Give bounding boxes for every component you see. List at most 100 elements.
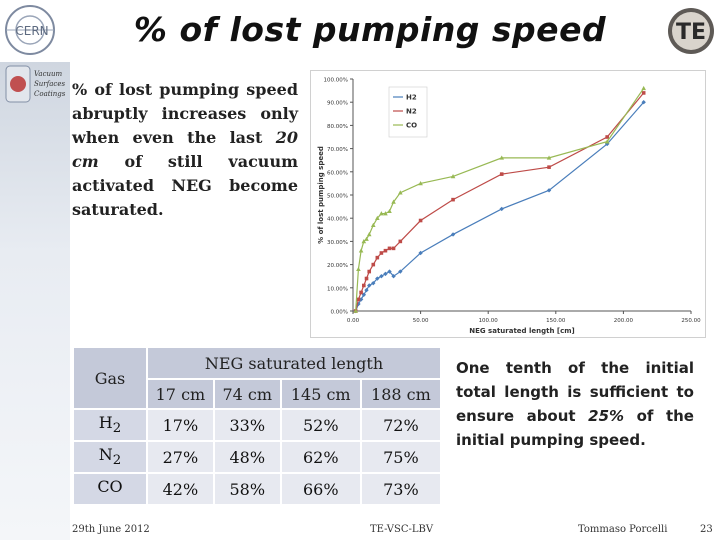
data-point xyxy=(370,222,376,227)
y-tick-label: 50.00% xyxy=(327,194,348,200)
results-table-container: Gas NEG saturated length 17 cm 74 cm 145… xyxy=(72,346,440,506)
data-point xyxy=(499,206,504,212)
summary-text-part2: of the initial pumping speed. xyxy=(456,407,694,449)
data-point xyxy=(383,271,388,277)
data-point xyxy=(383,248,388,253)
table-cell: 73% xyxy=(361,474,440,504)
data-point xyxy=(356,297,361,302)
x-tick-label: 250.00 xyxy=(681,318,701,324)
table-row: N2 27% 48% 62% 75% xyxy=(74,442,440,472)
footer-page-number: 23 xyxy=(700,524,713,535)
data-point xyxy=(418,250,423,256)
table-cell: 62% xyxy=(281,442,360,472)
data-point xyxy=(398,269,403,274)
footer-department: TE-VSC-LBV xyxy=(370,524,434,535)
vacuum-surfaces-coatings-logo-icon: Vacuum Surfaces Coatings xyxy=(5,65,66,103)
svg-text:Surfaces: Surfaces xyxy=(34,80,65,88)
table-header-length: 145 cm xyxy=(281,380,360,408)
data-point xyxy=(450,174,456,179)
te-logo-icon: TE xyxy=(668,8,714,54)
y-tick-label: 90.00% xyxy=(327,101,348,107)
data-point xyxy=(547,165,551,169)
data-point xyxy=(383,211,388,216)
table-cell: 72% xyxy=(361,410,440,440)
data-point xyxy=(391,199,396,204)
intro-text-part2: of still vacuum activated NEG become sat… xyxy=(72,152,298,219)
table-cell: 58% xyxy=(214,474,280,504)
table-cell: 66% xyxy=(281,474,360,504)
gas-symbol: CO xyxy=(97,477,123,497)
data-point xyxy=(605,135,609,139)
pumping-speed-chart-svg: 0.00% 10.00% 20.00% 30.00% 40.00% 50.00% 60.00… xyxy=(317,78,701,336)
table-header-length: 188 cm xyxy=(361,380,440,408)
y-tick-label: 40.00% xyxy=(327,217,348,223)
data-point xyxy=(375,255,380,260)
data-point xyxy=(353,308,359,313)
legend-label: N2 xyxy=(406,108,417,116)
y-tick-label: 0.00% xyxy=(331,310,348,316)
pumping-speed-chart: 0.00% 10.00% 20.00% 30.00% 40.00% 50.00% 60.00… xyxy=(310,70,706,338)
x-tick-label: 150.00 xyxy=(546,318,566,324)
data-point xyxy=(366,232,372,237)
legend-label: H2 xyxy=(406,94,417,102)
data-point xyxy=(387,269,392,274)
table-header-gas: Gas xyxy=(74,348,146,408)
data-point xyxy=(364,236,369,241)
gas-subscript: 2 xyxy=(112,421,122,437)
table-row: H2 17% 33% 52% 72% xyxy=(74,410,440,440)
data-point xyxy=(358,248,364,253)
summary-text-part1: One tenth of the initial total length is… xyxy=(456,359,694,425)
data-point xyxy=(379,251,384,255)
data-point xyxy=(367,269,372,274)
data-point xyxy=(387,246,392,251)
table-cell: 27% xyxy=(148,442,213,472)
gas-symbol: H xyxy=(98,413,113,433)
data-point xyxy=(418,218,423,223)
y-tick-label: 80.00% xyxy=(327,124,348,130)
y-tick-label: 70.00% xyxy=(327,147,348,153)
y-tick-label: 100.00% xyxy=(324,78,348,84)
page-title: % of lost pumping speed xyxy=(133,10,607,49)
data-point xyxy=(391,274,396,279)
y-tick-label: 10.00% xyxy=(327,286,348,292)
intro-text-part1: % of lost pumping speed abruptly increas… xyxy=(72,80,298,147)
data-point xyxy=(371,280,376,286)
data-point xyxy=(418,181,423,186)
x-tick-label: 50.00 xyxy=(413,318,429,324)
data-point xyxy=(375,215,380,220)
y-tick-label: 30.00% xyxy=(327,240,348,246)
data-point xyxy=(451,197,455,202)
y-axis-label: % of lost pumping speed xyxy=(317,146,325,244)
gas-subscript: 2 xyxy=(112,453,122,469)
table-header-neg-length: NEG saturated length xyxy=(148,348,440,378)
table-cell: 17% xyxy=(148,410,213,440)
gas-symbol: N xyxy=(98,445,113,465)
data-point xyxy=(546,155,552,160)
results-table: Gas NEG saturated length 17 cm 74 cm 145… xyxy=(72,346,442,506)
x-tick-label: 100.00 xyxy=(479,318,499,324)
x-tick-label: 200.00 xyxy=(614,318,634,324)
footer-date: 29th June 2012 xyxy=(72,524,150,535)
data-point xyxy=(364,276,369,281)
summary-text-emphasis: 25% xyxy=(588,407,625,425)
data-point xyxy=(379,211,384,216)
data-point xyxy=(641,85,646,91)
data-point xyxy=(499,172,504,176)
data-point xyxy=(499,155,505,160)
data-point xyxy=(364,287,369,293)
table-cell: 75% xyxy=(361,442,440,472)
data-point xyxy=(641,91,646,95)
footer-author: Tommaso Porcelli xyxy=(578,524,668,535)
svg-text:TE: TE xyxy=(676,20,706,45)
data-point xyxy=(371,262,376,267)
table-header-length: 74 cm xyxy=(214,380,280,408)
svg-text:Vacuum: Vacuum xyxy=(34,70,63,78)
table-header-length: 17 cm xyxy=(148,380,213,408)
data-point xyxy=(367,283,372,288)
intro-text-emphasis: 20 cm xyxy=(72,128,298,171)
header-bar xyxy=(0,0,720,62)
intro-text: % of lost pumping speed abruptly increas… xyxy=(72,78,298,222)
left-decorative-strip xyxy=(0,62,70,540)
data-point xyxy=(604,139,610,144)
data-point xyxy=(359,290,363,295)
